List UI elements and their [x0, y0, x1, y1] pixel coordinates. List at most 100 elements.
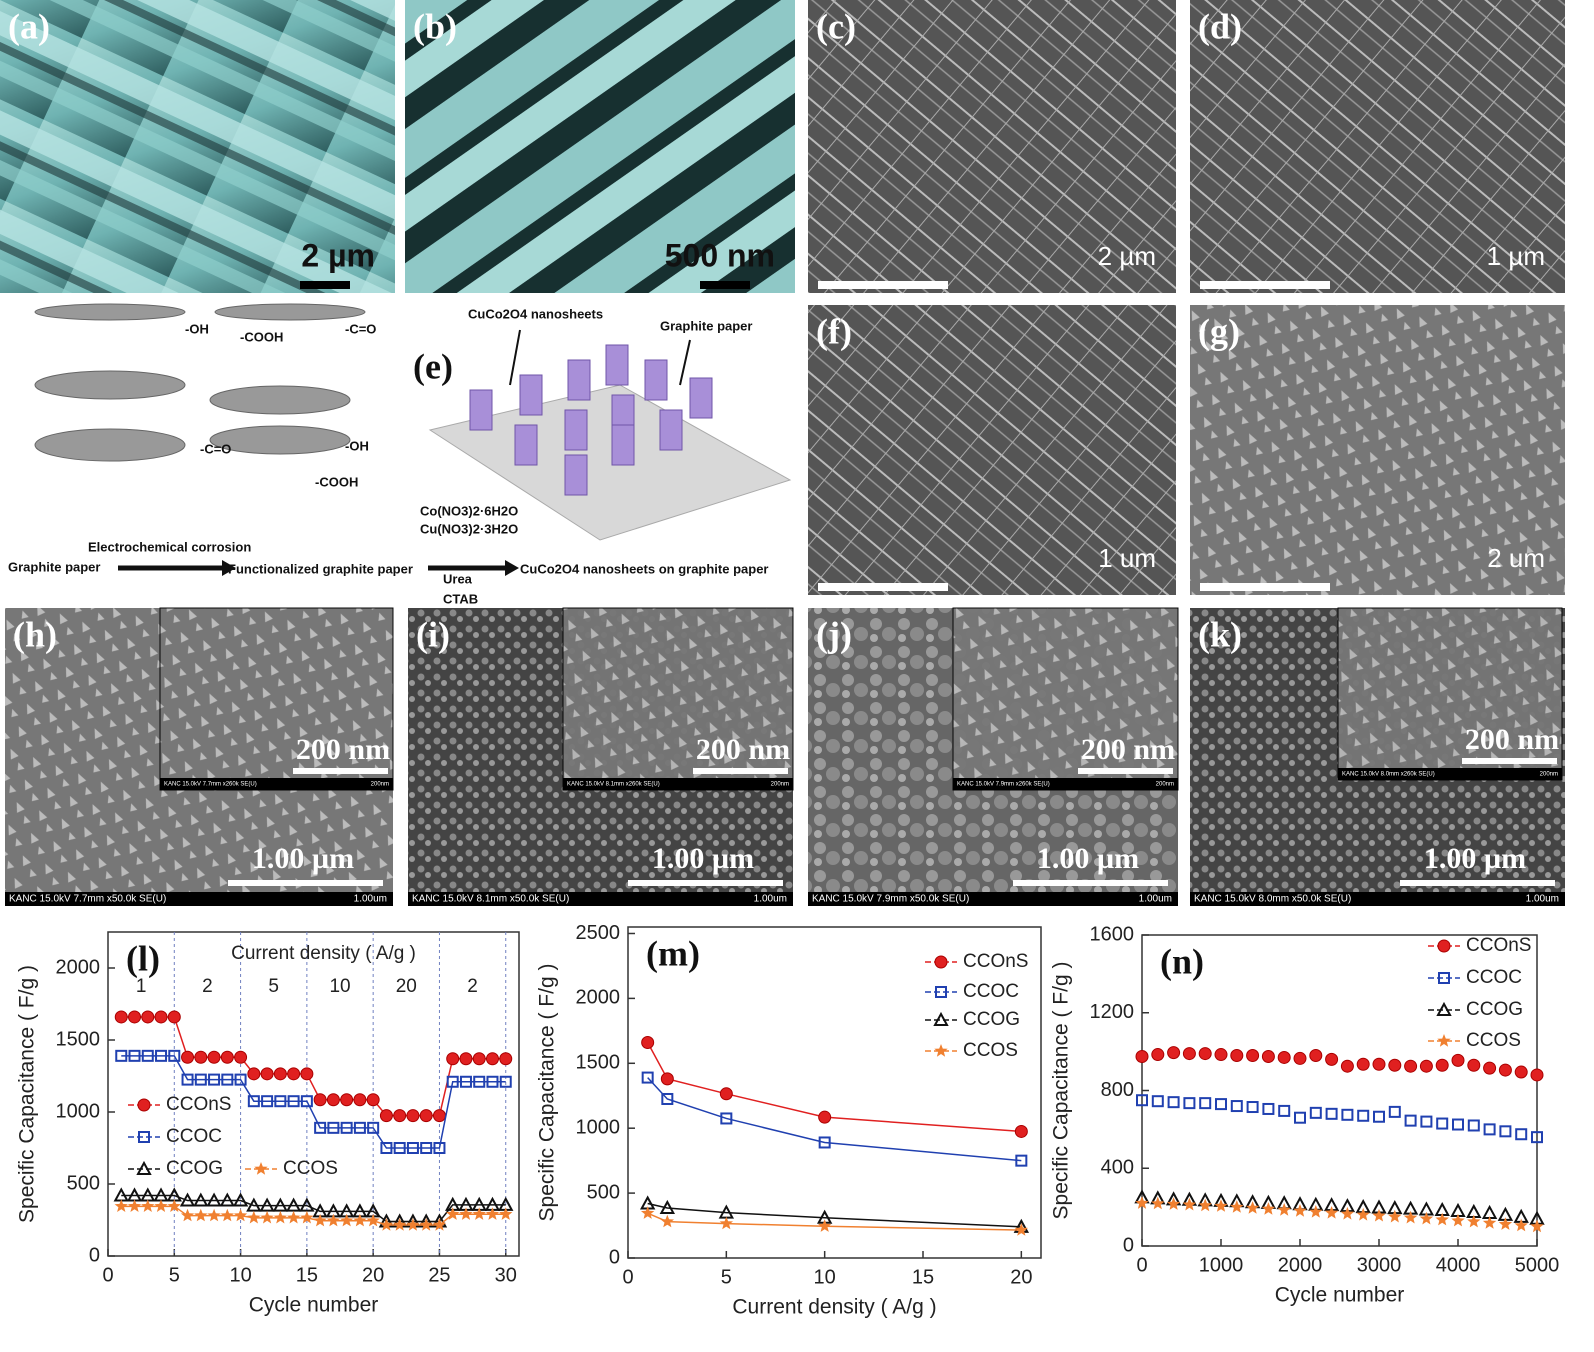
panel-label: (c) [816, 6, 856, 46]
y-axis-label: Specific Capacitance ( F/g ) [536, 964, 559, 1222]
legend-marker [137, 1098, 151, 1112]
inset-info: KANC 15.0kV 8.1mm x260k SE(U) [567, 782, 660, 788]
marker [473, 1075, 486, 1088]
marker [1309, 1049, 1323, 1063]
y-tick-label: 0 [609, 1246, 620, 1268]
marker [1215, 1098, 1227, 1111]
scale-bar [1200, 583, 1330, 591]
marker [367, 1121, 380, 1134]
marker [273, 1067, 287, 1081]
marker [1135, 1196, 1149, 1209]
marker [1198, 1198, 1212, 1212]
marker [167, 1199, 181, 1212]
scale-bar [700, 281, 750, 289]
marker [285, 1197, 302, 1212]
marker [314, 1121, 327, 1134]
marker [247, 1210, 261, 1224]
inset-scale: 200 nm [1465, 723, 1559, 756]
inset-scale-bar [1462, 758, 1557, 764]
x-tick-label: 5 [169, 1264, 180, 1286]
marker [207, 1050, 221, 1064]
marker [486, 1075, 499, 1088]
marker [115, 1049, 128, 1062]
marker [193, 1192, 209, 1207]
marker [1357, 1109, 1370, 1122]
marker [327, 1121, 340, 1134]
legend-marker [1437, 1034, 1451, 1047]
marker [273, 1210, 287, 1224]
arrowhead [505, 560, 519, 576]
marker [1166, 1197, 1181, 1210]
x-tick-label: 0 [622, 1266, 633, 1288]
series-line [121, 1016, 506, 1117]
marker [234, 1050, 248, 1064]
legend-label: CCOG [166, 1158, 223, 1179]
marker [179, 1192, 196, 1207]
marker [393, 1218, 407, 1231]
scale-bar [628, 880, 783, 886]
inset-info-scale: 200nm [371, 782, 389, 788]
marker [1278, 1104, 1291, 1117]
marker [141, 1199, 155, 1212]
marker [1214, 1199, 1228, 1212]
marker [472, 1207, 486, 1220]
marker [353, 1093, 367, 1107]
density-label: 2 [467, 976, 478, 997]
marker [485, 1207, 500, 1220]
marker [393, 1109, 407, 1123]
marker [1261, 1049, 1275, 1063]
marker [260, 1210, 274, 1224]
step-label: Electrochemical corrosion [88, 539, 251, 554]
marker [1277, 1203, 1291, 1216]
marker [1404, 1114, 1417, 1127]
arrowhead [222, 560, 236, 576]
marker [1514, 1065, 1528, 1079]
marker [261, 1095, 274, 1108]
sem-info: KANC 15.0kV 7.9mm x50.0k SE(U) [812, 894, 969, 905]
plot-frame [107, 931, 520, 1257]
chart-title: (m) [646, 933, 700, 973]
marker [459, 1052, 473, 1066]
marker [232, 1192, 249, 1207]
inset-info-bar [1338, 768, 1562, 780]
legend-label: CCOnS [166, 1094, 231, 1115]
marker [208, 1073, 221, 1086]
x-tick-label: 20 [1010, 1266, 1032, 1288]
sem-info-scale: 1.00um [754, 894, 787, 905]
marker [260, 1067, 274, 1081]
legend-marker [934, 1044, 948, 1057]
step-label: Functionalized graphite paper [228, 561, 413, 576]
y-tick-label: 0 [89, 1244, 100, 1266]
pointer [509, 329, 521, 386]
y-tick-label: 1200 [1090, 1001, 1135, 1023]
marker [154, 1199, 168, 1212]
group-label: -COOH [315, 474, 358, 489]
inset-image [1337, 607, 1563, 781]
marker [168, 1049, 181, 1062]
marker [141, 1010, 155, 1024]
marker [1514, 1218, 1528, 1232]
annotation: Current density ( A/g ) [231, 943, 416, 964]
marker [1230, 1049, 1244, 1063]
sem-info-scale: 1.00um [1526, 894, 1559, 905]
legend-label: CCOS [963, 1040, 1018, 1061]
marker [1325, 1107, 1338, 1120]
marker [313, 1213, 327, 1227]
marker [234, 1073, 247, 1086]
marker [1230, 1100, 1243, 1113]
series-line [647, 1212, 1022, 1231]
inset-scale-bar [1078, 768, 1173, 774]
inset-info-bar [160, 778, 393, 790]
marker [1245, 1201, 1260, 1214]
sem-info-scale: 1.00um [354, 894, 387, 905]
x-tick-label: 5 [721, 1266, 732, 1288]
marker [1246, 1049, 1260, 1063]
marker [1373, 1110, 1385, 1123]
marker [1014, 1223, 1028, 1236]
x-tick-label: 10 [229, 1264, 251, 1286]
marker [1499, 1125, 1512, 1138]
chart-title: (l) [126, 938, 160, 978]
inset-scale: 200 nm [296, 733, 390, 766]
chart-title: (n) [1160, 941, 1204, 981]
